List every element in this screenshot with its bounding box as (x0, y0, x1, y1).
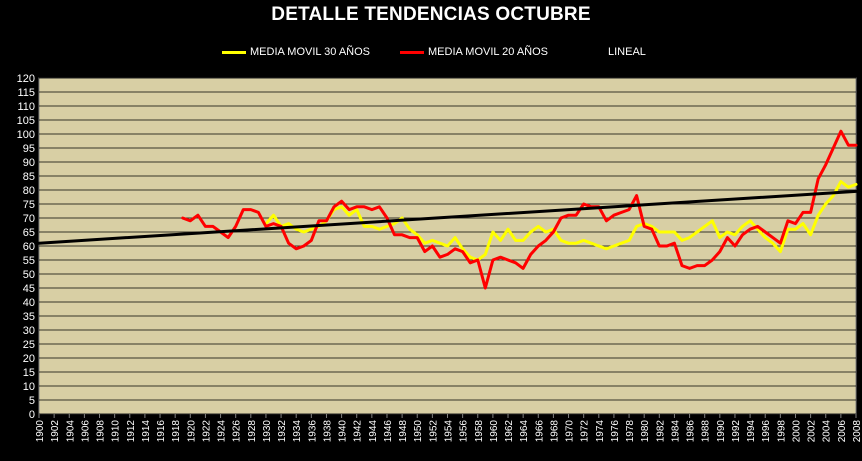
y-tick-label: 5 (29, 395, 35, 407)
x-tick-label: 1904 (65, 420, 76, 443)
chart-legend: MEDIA MOVIL 30 AÑOS MEDIA MOVIL 20 AÑOS … (0, 44, 862, 60)
legend-label-lineal: LINEAL (608, 46, 646, 58)
series-line-lineal (37, 189, 858, 245)
legend-label-20: MEDIA MOVIL 20 AÑOS (428, 46, 549, 58)
y-tick-label: 50 (23, 269, 35, 281)
x-tick-label: 1958 (474, 420, 485, 443)
x-tick-label: 1966 (534, 420, 545, 443)
y-tick-label: 100 (17, 129, 35, 141)
x-tick-label: 2000 (791, 420, 802, 443)
x-tick-label: 1902 (50, 420, 61, 443)
y-tick-label: 80 (23, 185, 35, 197)
y-tick-label: 90 (23, 157, 35, 169)
y-tick-label: 35 (23, 311, 35, 323)
x-tick-label: 1900 (35, 420, 46, 443)
x-tick-label: 1968 (549, 420, 560, 443)
x-tick-label: 1932 (277, 420, 288, 443)
x-axis-ticks: 1900 1902 1904 1906 1908 1910 1912 1914 1916 1918… (35, 414, 862, 442)
legend-item-30: MEDIA MOVIL 30 AÑOS (222, 44, 370, 60)
x-tick-label: 1956 (459, 420, 470, 443)
x-tick-label: 1952 (428, 420, 439, 443)
x-tick-label: 1922 (201, 420, 212, 443)
x-tick-label: 1974 (595, 420, 606, 443)
y-tick-label: 0 (29, 409, 35, 421)
y-tick-label: 120 (17, 73, 35, 85)
x-tick-label: 1938 (322, 420, 333, 443)
x-tick-label: 1914 (141, 420, 152, 443)
y-tick-label: 40 (23, 297, 35, 309)
chart-title: DETALLE TENDENCIAS OCTUBRE (271, 4, 591, 25)
x-tick-label: 1906 (80, 420, 91, 443)
x-tick-label: 1984 (670, 420, 681, 443)
y-tick-label: 85 (23, 171, 35, 183)
x-tick-label: 1996 (761, 420, 772, 443)
y-tick-label: 75 (23, 199, 35, 211)
legend-item-20: MEDIA MOVIL 20 AÑOS (400, 44, 548, 60)
y-tick-label: 55 (23, 255, 35, 267)
x-tick-label: 1946 (383, 420, 394, 443)
x-tick-label: 1986 (686, 420, 697, 443)
x-tick-label: 1988 (701, 420, 712, 443)
x-tick-label: 1978 (625, 420, 636, 443)
legend-swatch-lineal (580, 50, 604, 54)
legend-label-30: MEDIA MOVIL 30 AÑOS (250, 46, 371, 58)
y-tick-label: 95 (23, 143, 35, 155)
y-axis-ticks: 0 5 10 15 20 25 30 35 40 45 50 55 60 65 70 75 80 85 90 95 10… (17, 73, 35, 421)
x-tick-label: 1930 (262, 420, 273, 443)
y-tick-label: 20 (23, 353, 35, 365)
x-tick-label: 1908 (96, 420, 107, 443)
y-tick-label: 70 (23, 213, 35, 225)
x-tick-label: 1990 (716, 420, 727, 443)
x-tick-label: 1926 (232, 420, 243, 443)
x-tick-label: 1980 (640, 420, 651, 443)
y-tick-label: 60 (23, 241, 35, 253)
x-tick-label: 1962 (504, 420, 515, 443)
legend-swatch-20 (400, 50, 424, 54)
x-tick-label: 1918 (171, 420, 182, 443)
x-tick-label: 1948 (398, 420, 409, 443)
x-tick-label: 1972 (580, 420, 591, 443)
x-tick-label: 1960 (489, 420, 500, 443)
y-tick-label: 110 (17, 101, 35, 113)
x-tick-label: 1940 (338, 420, 349, 443)
y-tick-label: 45 (23, 283, 35, 295)
y-tick-label: 15 (23, 367, 35, 379)
legend-item-lineal: LINEAL (580, 44, 646, 60)
x-tick-label: 2002 (807, 420, 818, 443)
y-tick-label: 10 (23, 381, 35, 393)
x-tick-label: 1910 (111, 420, 122, 443)
x-tick-label: 1920 (186, 420, 197, 443)
x-tick-label: 1976 (610, 420, 621, 443)
series-line-media-movil-20 (181, 129, 858, 290)
x-tick-label: 1994 (746, 420, 757, 443)
x-tick-label: 1934 (292, 420, 303, 443)
series-line-media-movil-30 (264, 180, 858, 262)
y-tick-label: 25 (23, 339, 35, 351)
x-tick-label: 2006 (837, 420, 848, 443)
x-tick-label: 1944 (368, 420, 379, 443)
x-tick-label: 1928 (247, 420, 258, 443)
x-tick-label: 1912 (126, 420, 137, 443)
x-tick-label: 1916 (156, 420, 167, 443)
x-tick-label: 2008 (852, 420, 862, 443)
x-tick-label: 1950 (413, 420, 424, 443)
x-tick-label: 1992 (731, 420, 742, 443)
x-tick-label: 1982 (655, 420, 666, 443)
y-tick-label: 65 (23, 227, 35, 239)
x-tick-label: 1964 (519, 420, 530, 443)
x-tick-label: 1924 (217, 420, 228, 443)
x-tick-label: 2004 (822, 420, 833, 443)
x-tick-label: 1942 (353, 420, 364, 443)
series-lines (37, 129, 858, 290)
x-tick-label: 1954 (444, 420, 455, 443)
x-tick-label: 1936 (307, 420, 318, 443)
legend-swatch-30 (222, 50, 246, 54)
y-tick-label: 115 (17, 87, 35, 99)
x-tick-label: 1998 (776, 420, 787, 443)
y-tick-label: 30 (23, 325, 35, 337)
x-tick-label: 1970 (565, 420, 576, 443)
y-tick-label: 105 (17, 115, 35, 127)
